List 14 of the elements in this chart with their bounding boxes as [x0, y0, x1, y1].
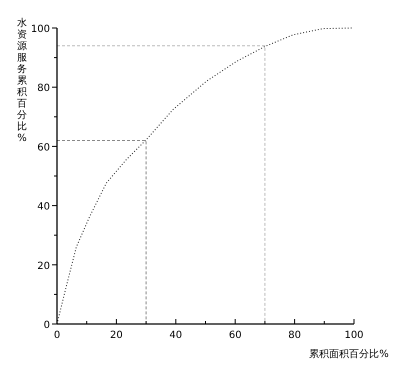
text: 水资源服务累积百分比%: [17, 18, 27, 144]
x-tick-label: 0: [54, 330, 60, 341]
x-tick-label: 80: [288, 330, 301, 341]
y-tick-label: 40: [37, 202, 50, 213]
y-tick-label: 20: [37, 260, 50, 272]
x-tick-label: 20: [110, 330, 123, 341]
y-tick-label: 100: [30, 24, 50, 35]
y-tick-label: 80: [37, 83, 50, 94]
x-tick-label: 100: [344, 330, 364, 341]
y-tick-label: 0: [44, 320, 50, 331]
y-tick-label: 60: [37, 142, 50, 154]
x-axis-title: 累积面积百分比%: [309, 348, 389, 360]
x-tick-label: 60: [228, 330, 242, 341]
x-tick-label: 40: [169, 330, 182, 341]
